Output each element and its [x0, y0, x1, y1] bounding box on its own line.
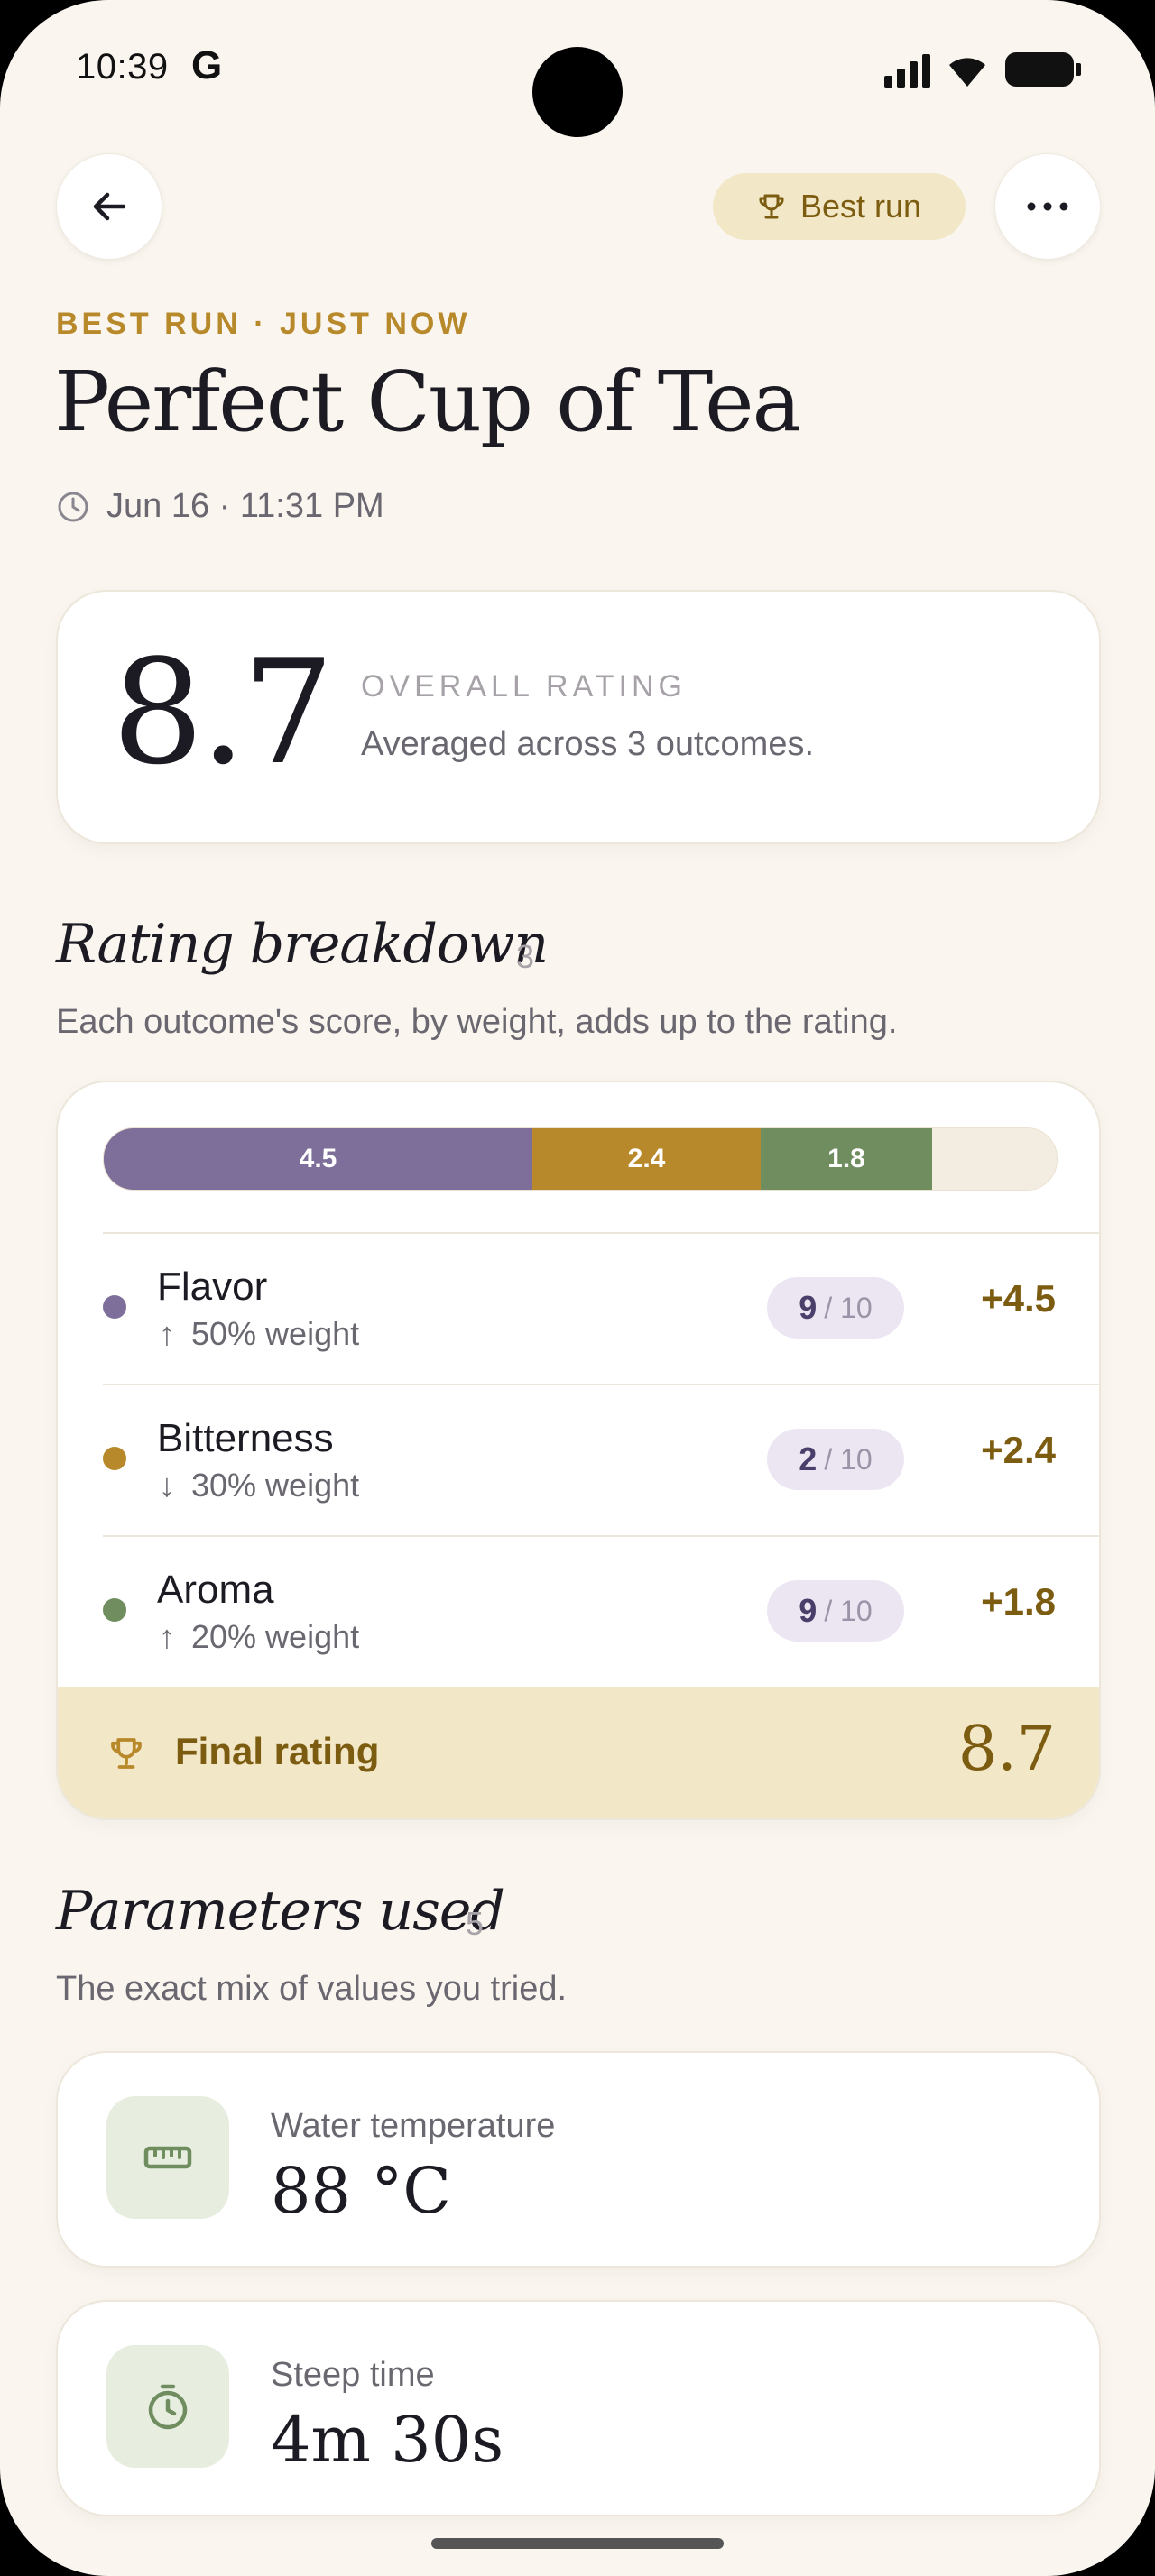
outcome-contribution: +1.8: [981, 1580, 1056, 1623]
outcome-weight-text: 20% weight: [191, 1618, 360, 1655]
breakdown-card: 4.5 2.4 1.8 Flavor ↑ 50% weight 9 / 10 +4.…: [56, 1081, 1101, 1820]
final-rating-label: Final rating: [175, 1730, 380, 1772]
best-run-label: Best run: [799, 188, 922, 225]
bar-segment: 2.4: [532, 1128, 761, 1190]
stacked-rating-bar: 4.5 2.4 1.8: [103, 1127, 1058, 1191]
outcome-weight-text: 50% weight: [191, 1315, 360, 1352]
outcome-weight: ↓ 30% weight: [159, 1467, 359, 1504]
run-datetime: Jun 16 · 11:31 PM: [56, 487, 384, 526]
outcome-name: Bitterness: [157, 1416, 334, 1460]
overall-rating-subtitle: Averaged across 3 outcomes.: [361, 725, 815, 763]
arrow-up-icon: ↑: [159, 1618, 175, 1655]
breakdown-title: Rating breakdown: [56, 913, 549, 976]
outcome-score: 9: [799, 1289, 818, 1326]
final-rating-value: 8.7: [957, 1714, 1056, 1785]
divider: [103, 1232, 1099, 1234]
parameter-card-steep-time[interactable]: Steep time 4m 30s: [56, 2300, 1101, 2516]
outcome-name: Flavor: [157, 1265, 268, 1309]
outcome-contribution: +2.4: [981, 1429, 1056, 1471]
outcome-score: 9: [799, 1592, 818, 1629]
parameter-label: Water temperature: [271, 2107, 556, 2145]
more-horizontal-icon: [1027, 202, 1068, 211]
outcome-score-badge: 9 / 10: [767, 1580, 904, 1642]
battery-icon: [1005, 52, 1081, 87]
outcome-row-aroma[interactable]: Aroma ↑ 20% weight 9 / 10 +1.8: [58, 1535, 1099, 1685]
outcome-weight-text: 30% weight: [191, 1467, 360, 1504]
clock-icon: [58, 492, 88, 521]
status-bar: 10:39 G: [0, 0, 1155, 137]
overall-rating-label: OVERALL RATING: [361, 669, 687, 704]
camera-cutout: [532, 47, 623, 137]
parameter-value: 88 °C: [271, 2154, 451, 2228]
outcome-name: Aroma: [157, 1568, 274, 1612]
overall-rating-card: 8.7 OVERALL RATING Averaged across 3 out…: [56, 590, 1101, 844]
google-icon: G: [191, 43, 223, 87]
breakdown-subtitle: Each outcome's score, by weight, adds up…: [56, 1003, 898, 1041]
outcome-score: 2: [799, 1440, 818, 1477]
parameter-card-water-temperature[interactable]: Water temperature 88 °C: [56, 2051, 1101, 2268]
outcome-score-max: / 10: [824, 1594, 873, 1627]
breakdown-count: 3: [516, 938, 535, 975]
outcome-color-dot: [103, 1598, 126, 1622]
run-overline: BEST RUN · JUST NOW: [56, 307, 471, 341]
divider: [103, 1535, 1099, 1537]
ruler-icon: [143, 2146, 192, 2169]
outcome-weight: ↑ 50% weight: [159, 1315, 359, 1353]
outcome-color-dot: [103, 1295, 126, 1319]
outcome-score-max: / 10: [824, 1442, 873, 1476]
arrow-down-icon: ↓: [159, 1467, 175, 1504]
bar-segment: 1.8: [761, 1128, 932, 1190]
datetime-text: Jun 16 · 11:31 PM: [106, 487, 384, 525]
outcome-weight: ↑ 20% weight: [159, 1618, 359, 1656]
arrow-up-icon: ↑: [159, 1315, 175, 1352]
arrow-left-icon: [93, 192, 126, 221]
parameters-title: Parameters used: [56, 1880, 505, 1943]
best-run-badge[interactable]: Best run: [713, 173, 966, 240]
trophy-icon: [111, 1738, 142, 1769]
parameters-count: 5: [466, 1905, 485, 1942]
more-options-button[interactable]: [994, 153, 1101, 260]
page-title: Perfect Cup of Tea: [54, 354, 801, 450]
timer-icon: [148, 2384, 188, 2430]
outcome-score-badge: 9 / 10: [767, 1277, 904, 1339]
outcome-contribution: +4.5: [981, 1277, 1056, 1320]
parameter-value: 4m 30s: [271, 2403, 504, 2477]
outcome-score-max: / 10: [824, 1291, 873, 1324]
parameter-icon-box: [106, 2096, 229, 2219]
outcome-row-flavor[interactable]: Flavor ↑ 50% weight 9 / 10 +4.5: [58, 1232, 1099, 1382]
divider: [103, 1384, 1099, 1385]
home-indicator[interactable]: [431, 2538, 724, 2549]
bar-segment: 4.5: [104, 1128, 532, 1190]
final-rating-row: Final rating 8.7: [58, 1687, 1099, 1818]
trophy-icon: [759, 194, 784, 219]
overall-rating-value: 8.7: [112, 628, 334, 796]
outcome-score-badge: 2 / 10: [767, 1429, 904, 1490]
parameter-icon-box: [106, 2345, 229, 2468]
signal-icon: [884, 52, 935, 88]
outcome-row-bitterness[interactable]: Bitterness ↓ 30% weight 2 / 10 +2.4: [58, 1384, 1099, 1533]
parameters-subtitle: The exact mix of values you tried.: [56, 1970, 568, 2008]
wifi-icon: [949, 58, 985, 87]
status-time: 10:39: [76, 47, 169, 87]
parameter-label: Steep time: [271, 2356, 435, 2394]
outcome-color-dot: [103, 1447, 126, 1470]
back-button[interactable]: [56, 153, 162, 260]
